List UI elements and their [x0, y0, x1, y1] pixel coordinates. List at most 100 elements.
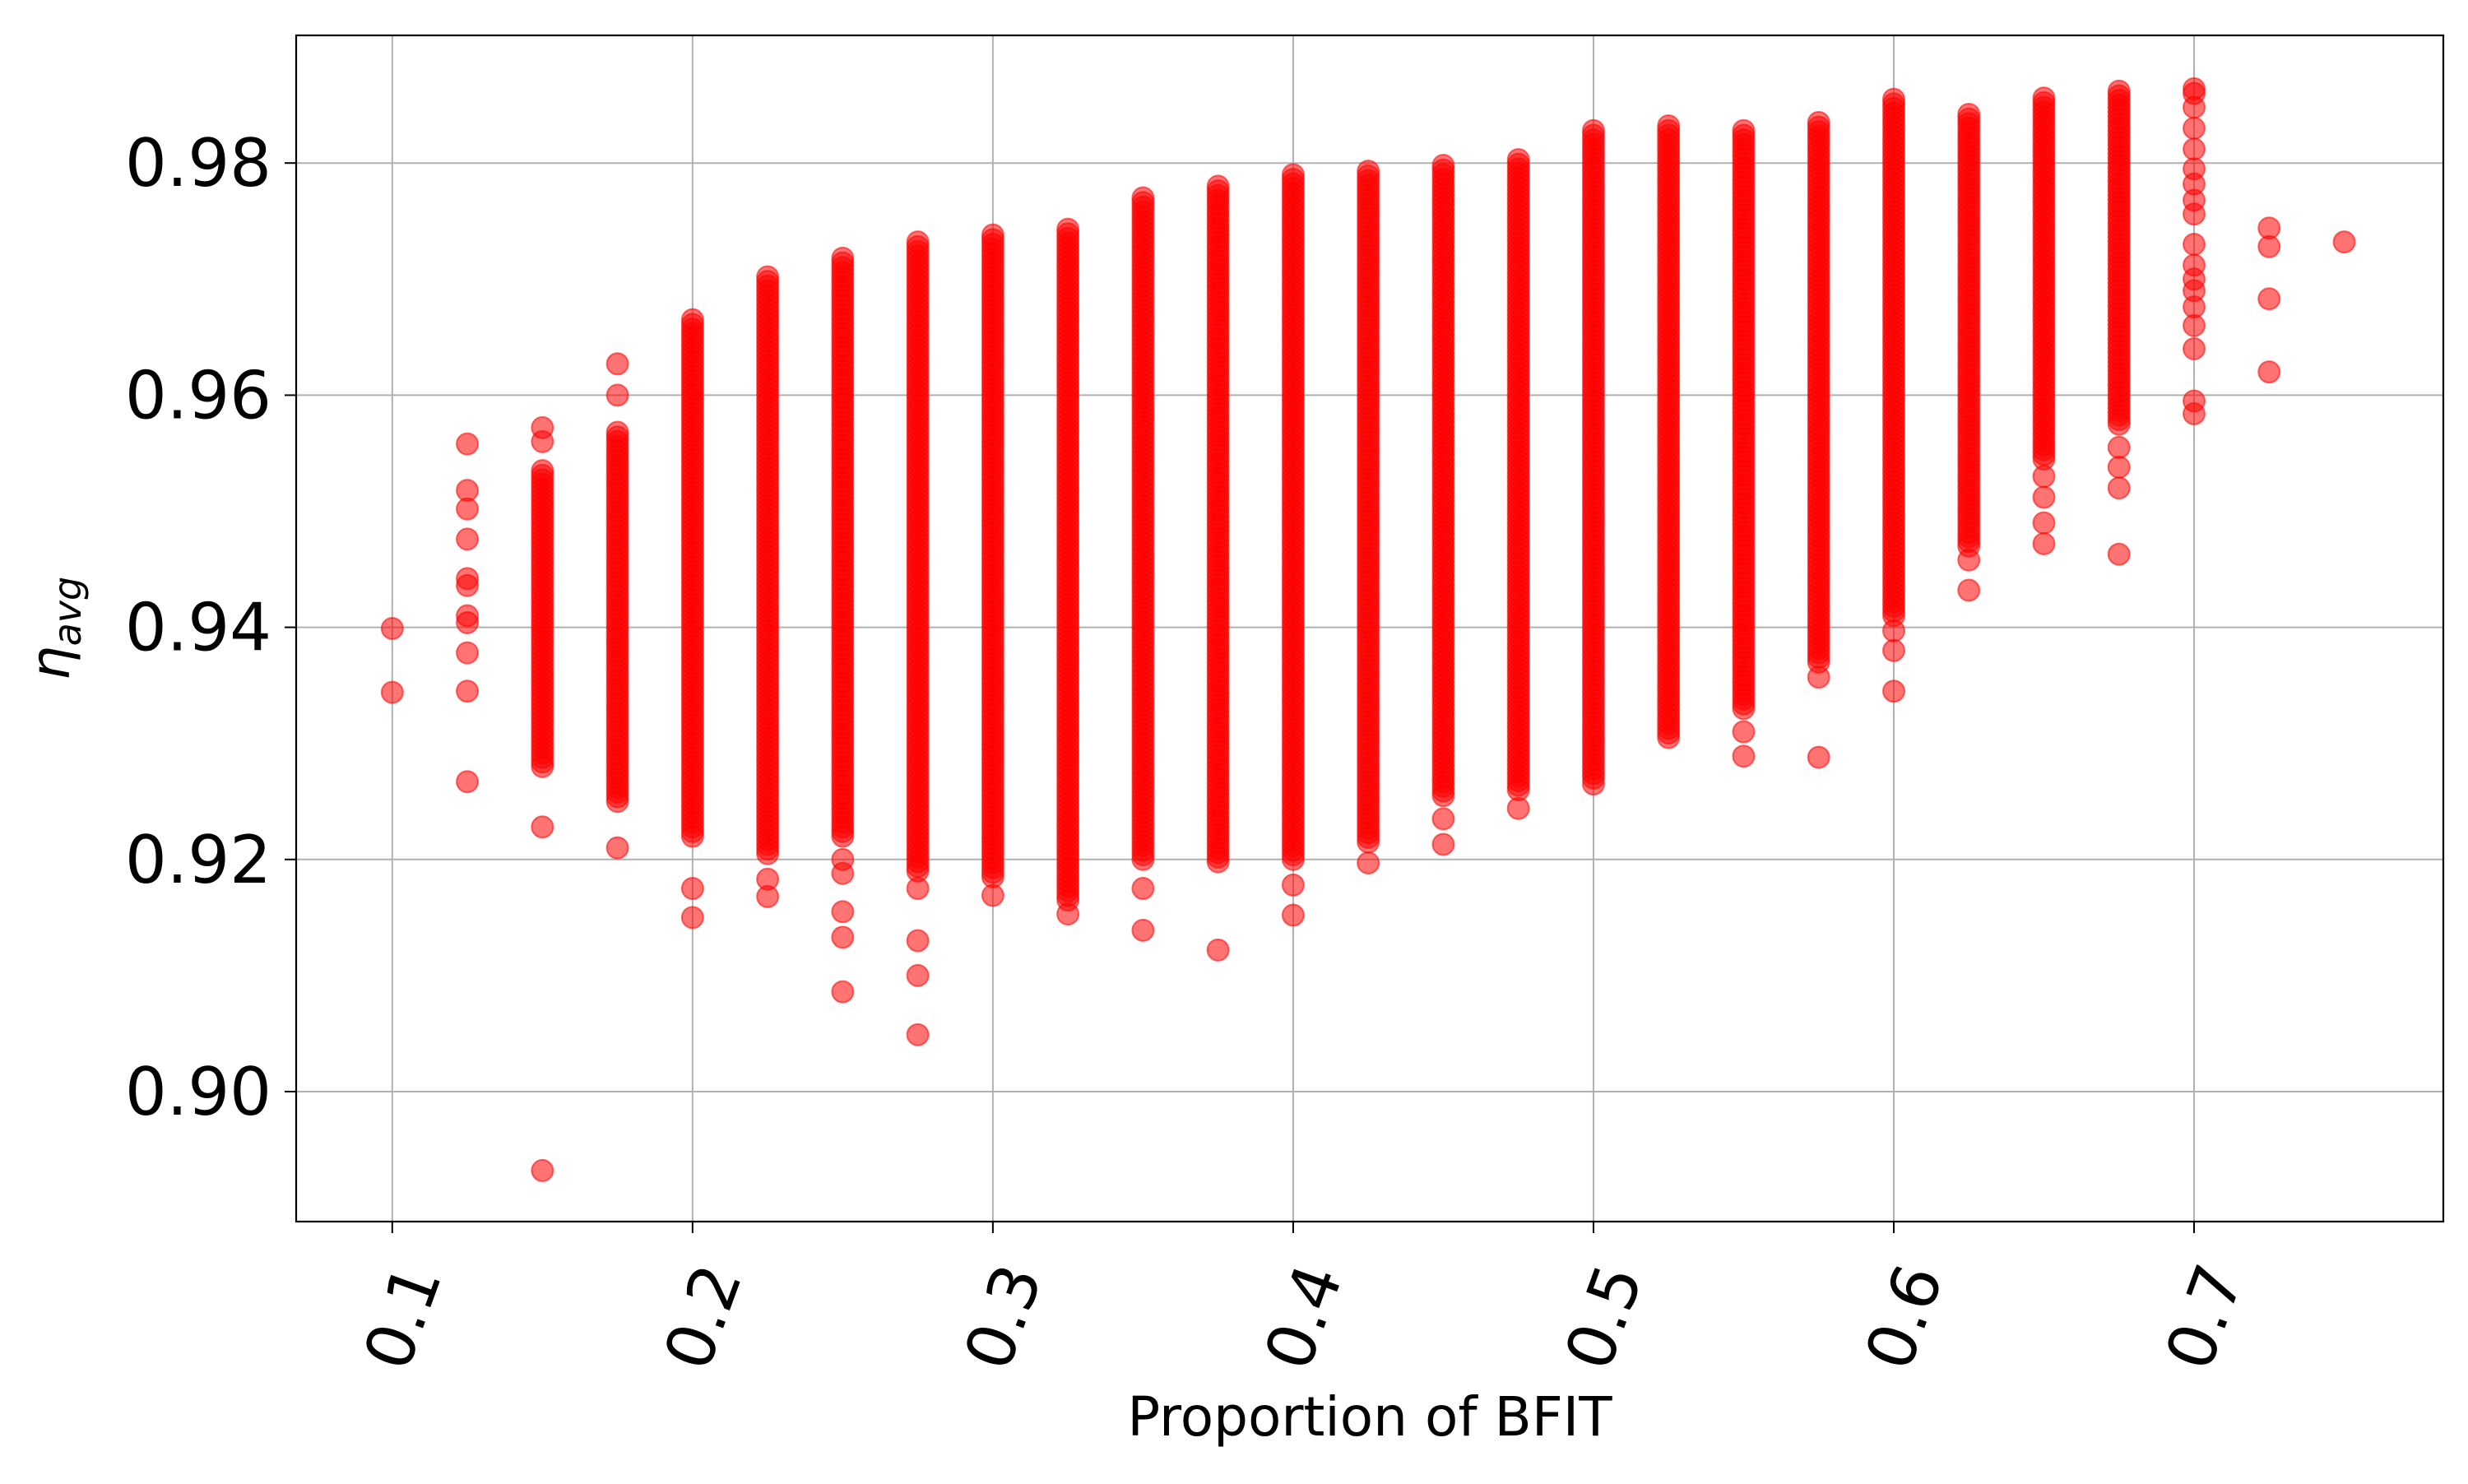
scatter-point — [981, 223, 1004, 247]
scatter-point — [1657, 114, 1681, 138]
scatter-point — [1206, 938, 1230, 962]
scatter-point — [531, 815, 554, 839]
scatter-point — [531, 1158, 554, 1182]
scatter-point — [2183, 137, 2206, 161]
scatter-point — [2032, 511, 2056, 535]
y-tick-label: 0.92 — [125, 822, 271, 898]
scatter-point — [680, 308, 704, 332]
scatter-point — [680, 877, 704, 901]
scatter-point — [1357, 160, 1380, 183]
scatter-point — [456, 770, 480, 794]
scatter-point — [1206, 174, 1230, 198]
scatter-point — [906, 963, 930, 987]
scatter-point — [1957, 578, 1981, 602]
scatter-point — [2183, 202, 2206, 226]
scatter-point — [1056, 902, 1080, 926]
scatter-point — [605, 420, 629, 444]
scatter-point — [2107, 542, 2131, 566]
scatter-point — [2107, 476, 2131, 500]
scatter-point — [831, 246, 855, 270]
scatter-point — [2107, 79, 2131, 103]
scatter-point — [2032, 485, 2056, 509]
scatter-point — [1431, 154, 1455, 178]
scatter-point — [1506, 796, 1530, 820]
scatter-point — [1881, 87, 1905, 111]
scatter-point — [906, 929, 930, 953]
scatter-point — [531, 459, 554, 483]
scatter-point — [1881, 638, 1905, 662]
scatter-point — [906, 1023, 930, 1046]
x-axis-label: Proportion of BFIT — [1127, 1385, 1612, 1449]
scatter-point — [1957, 102, 1981, 126]
y-axis-label-base: η — [19, 646, 82, 680]
scatter-point — [1732, 744, 1756, 768]
scatter-point — [1281, 903, 1305, 927]
scatter-point — [1431, 807, 1455, 831]
scatter-point — [605, 352, 629, 376]
scatter-point — [605, 836, 629, 860]
scatter-point — [2107, 435, 2131, 459]
scatter-point — [456, 527, 480, 551]
scatter-point — [756, 884, 780, 908]
scatter-point — [831, 925, 855, 949]
scatter-point — [1581, 772, 1605, 796]
y-tick-label: 0.96 — [125, 357, 271, 434]
x-tick-label: 0.5 — [1550, 1254, 1658, 1379]
scatter-point — [981, 883, 1004, 907]
scatter-point — [1581, 118, 1605, 142]
scatter-point — [1131, 877, 1155, 901]
scatter-point — [456, 432, 480, 456]
scatter-point — [456, 610, 480, 634]
scatter-point — [1881, 619, 1905, 642]
scatter-point — [2257, 234, 2281, 258]
scatter-point — [906, 877, 930, 901]
scatter-point — [456, 641, 480, 665]
x-tick-label: 0.2 — [649, 1254, 757, 1379]
scatter-point — [1807, 745, 1830, 769]
scatter-point — [680, 906, 704, 930]
scatter-point — [1807, 665, 1830, 689]
plot-frame — [295, 34, 2445, 1223]
ticks-layer: 0.1 0.2 0.3 0.4 0.5 0.6 0.7 0.90 0.92 0.94 0.96 0.9… — [125, 125, 2258, 1380]
scatter-point — [1431, 832, 1455, 856]
y-axis-label: ηavg — [19, 577, 90, 680]
scatter-point — [380, 680, 404, 704]
scatter-point — [1281, 873, 1305, 897]
y-tick-label: 0.90 — [125, 1054, 271, 1130]
scatter-point — [380, 617, 404, 640]
y-axis-label-subscript: avg — [45, 577, 90, 647]
x-tick-label: 0.4 — [1250, 1254, 1357, 1379]
scatter-point — [2183, 313, 2206, 337]
scatter-point — [456, 679, 480, 703]
x-tick-label: 0.7 — [2150, 1254, 2258, 1379]
scatter-point — [2257, 287, 2281, 311]
scatter-point — [1281, 163, 1305, 187]
scatter-point — [2032, 532, 2056, 555]
scatter-point — [831, 900, 855, 924]
y-tick-label: 0.98 — [125, 125, 271, 202]
scatter-point — [756, 265, 780, 289]
scatter-point — [2183, 95, 2206, 119]
x-tick-label: 0.6 — [1850, 1254, 1958, 1379]
scatter-point — [1732, 118, 1756, 142]
y-tick-label: 0.94 — [125, 590, 271, 666]
scatter-point — [2032, 465, 2056, 489]
scatter-point — [2183, 232, 2206, 256]
scatter-point — [2183, 401, 2206, 425]
scatter-point — [906, 230, 930, 254]
scatter-point — [1957, 548, 1981, 572]
scatter-point — [2183, 116, 2206, 140]
scatter-point — [531, 429, 554, 453]
scatter-point — [1131, 918, 1155, 942]
scatter-point — [1881, 679, 1905, 703]
scatter-point — [1131, 186, 1155, 210]
scatter-point — [2332, 230, 2356, 254]
scatter-point — [605, 383, 629, 407]
scatter-point — [831, 980, 855, 1004]
scatter-point — [1357, 851, 1380, 875]
x-tick-label: 0.3 — [949, 1254, 1057, 1379]
scatter-point — [456, 497, 480, 521]
scatter-point — [2183, 336, 2206, 360]
scatter-point — [1807, 110, 1830, 134]
